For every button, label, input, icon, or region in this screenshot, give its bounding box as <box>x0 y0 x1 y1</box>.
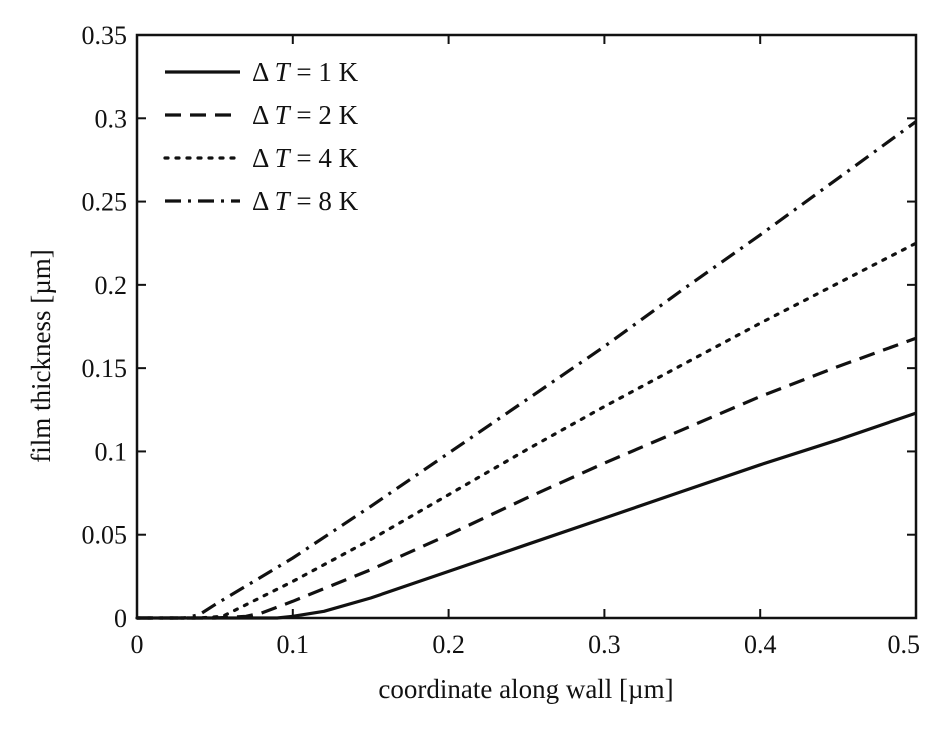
x-tick-label: 0.4 <box>744 630 777 659</box>
legend: Δ T = 1 K Δ T = 2 K Δ T = 4 K Δ T = 8 K <box>163 57 359 216</box>
legend-label-3: Δ T = 4 K <box>252 143 359 173</box>
y-axis-label: film thickness [µm] <box>26 249 56 463</box>
y-tick-label: 0.35 <box>82 21 128 50</box>
y-tick-label: 0.1 <box>95 437 128 466</box>
legend-label-2: Δ T = 2 K <box>252 100 359 130</box>
x-tick-label: 0 <box>131 630 144 659</box>
x-tick-label: 0.3 <box>588 630 621 659</box>
y-tick-label: 0.3 <box>95 104 128 133</box>
y-tick-label: 0.2 <box>95 271 128 300</box>
y-tick-label: 0.25 <box>82 188 128 217</box>
x-tick-label: 0.5 <box>888 630 921 659</box>
series-line-4 <box>137 120 917 620</box>
x-tick-label: 0.2 <box>432 630 465 659</box>
y-tick-label: 0.05 <box>82 521 128 550</box>
series-line-1 <box>137 411 917 620</box>
x-tick-label: 0.1 <box>277 630 310 659</box>
series-line-3 <box>135 241 918 620</box>
legend-label-4: Δ T = 8 K <box>252 186 359 216</box>
series-line-2 <box>137 336 917 620</box>
y-tick-label: 0 <box>114 604 127 633</box>
axes: 0 0.1 0.2 0.3 0.4 0.5 0 0.05 0.1 0.15 0.2 0.25 0.3 0.… <box>82 21 921 659</box>
legend-label-1: Δ T = 1 K <box>252 57 359 87</box>
y-tick-label: 0.15 <box>82 354 128 383</box>
x-axis-label: coordinate along wall [µm] <box>378 674 673 704</box>
plot-frame <box>135 33 918 620</box>
